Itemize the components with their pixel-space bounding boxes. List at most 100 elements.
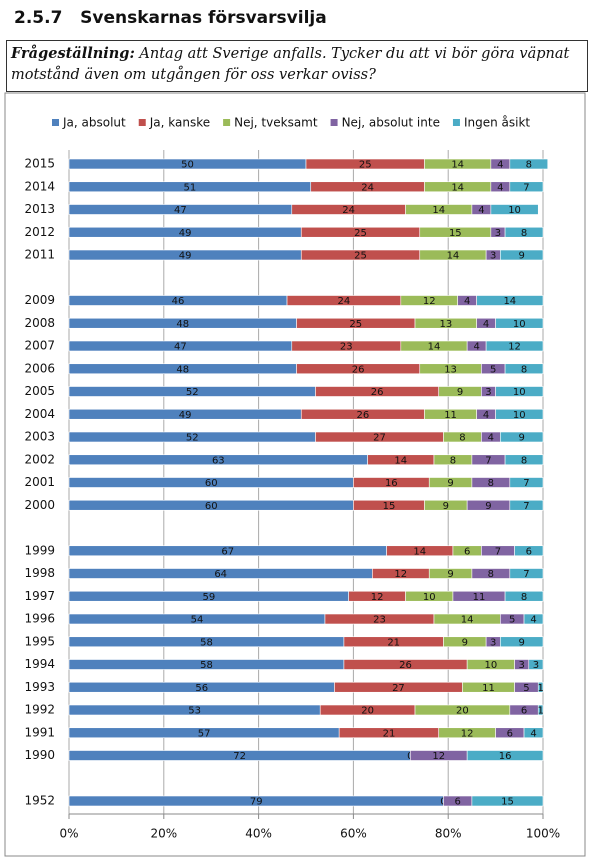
bar-segment	[523, 727, 544, 739]
bar-segment	[509, 499, 544, 511]
data-label: 10	[513, 387, 526, 398]
data-label: 10	[513, 410, 526, 421]
y-tick-label: 2000	[24, 498, 55, 512]
bar-segment	[466, 750, 544, 761]
legend-swatch	[452, 119, 460, 126]
y-tick-label: 1991	[24, 725, 55, 739]
data-label: 13	[439, 319, 452, 330]
y-tick-label: 2002	[24, 452, 55, 466]
data-label: 23	[373, 615, 386, 626]
y-tick-label: 1999	[24, 543, 55, 557]
data-label: 7	[523, 182, 529, 193]
data-label: 9	[447, 569, 453, 580]
data-label: 4	[473, 342, 479, 353]
data-label: 58	[200, 637, 213, 648]
bar-segment	[537, 681, 544, 693]
y-tick-label: 1993	[24, 680, 55, 694]
data-label: 10	[484, 660, 497, 671]
data-label: 24	[338, 296, 351, 307]
data-label: 13	[444, 364, 457, 375]
y-tick-label: 2007	[24, 339, 55, 353]
question-box: Frågeställning: Antag att Sverige anfall…	[6, 40, 588, 92]
y-tick-label: 1990	[24, 748, 55, 762]
bar-segment	[504, 454, 544, 466]
data-label: 4	[497, 182, 503, 193]
x-tick-label: 60%	[340, 827, 367, 841]
data-label: 14	[451, 160, 464, 171]
bar-segment	[504, 363, 544, 375]
data-label: 3	[495, 228, 501, 239]
data-label: 8	[459, 433, 465, 444]
data-label: 16	[499, 751, 512, 762]
data-label: 26	[352, 364, 365, 375]
data-label: 5	[523, 683, 529, 694]
y-tick-label: 1994	[24, 657, 55, 671]
legend-label: Ja, absolut	[62, 116, 126, 130]
data-label: 9	[457, 387, 463, 398]
data-label: 7	[523, 478, 529, 489]
question-label: Frågeställning:	[11, 45, 135, 62]
bar-segment	[495, 317, 544, 329]
data-label: 27	[373, 433, 386, 444]
x-tick-label: 100%	[526, 827, 560, 841]
y-tick-label: 1998	[24, 566, 55, 580]
data-label: 20	[456, 706, 469, 717]
data-label: 4	[530, 615, 536, 626]
data-label: 3	[490, 637, 496, 648]
data-label: 12	[461, 728, 474, 739]
data-label: 3	[490, 251, 496, 262]
data-label: 48	[176, 319, 189, 330]
data-label: 9	[518, 433, 524, 444]
data-label: 24	[342, 205, 355, 216]
data-label: 3	[485, 387, 491, 398]
section-title: Svenskarnas försvarsvilja	[80, 8, 327, 28]
data-label: 20	[361, 706, 374, 717]
bar-segment	[509, 181, 544, 193]
y-tick-label: 2009	[24, 293, 55, 307]
legend-label: Ja, kanske	[149, 116, 210, 130]
legend-swatch	[223, 119, 231, 126]
section-number: 2.5.7	[14, 8, 63, 28]
data-label: 14	[451, 182, 464, 193]
data-label: 25	[354, 228, 367, 239]
y-tick-label: 2004	[24, 407, 55, 421]
data-label: 8	[521, 228, 527, 239]
bar-segment	[471, 795, 544, 807]
x-tick-label: 0%	[59, 827, 78, 841]
data-label: 26	[399, 660, 412, 671]
data-label: 9	[447, 478, 453, 489]
data-label: 11	[473, 592, 486, 603]
data-label: 12	[423, 296, 436, 307]
question-text: Antag att Sverige anfalls. Tycker du att…	[11, 46, 570, 83]
y-tick-label: 2011	[24, 248, 55, 262]
bar-segment	[528, 659, 544, 670]
data-label: 10	[508, 205, 521, 216]
y-tick-label: 1997	[24, 589, 55, 603]
data-label: 72	[233, 751, 246, 762]
data-label: 27	[392, 683, 405, 694]
data-label: 5	[509, 615, 515, 626]
bar-segment	[500, 431, 544, 443]
data-label: 8	[488, 478, 494, 489]
data-label: 9	[485, 501, 491, 512]
data-label: 10	[423, 592, 436, 603]
data-label: 23	[340, 342, 353, 353]
data-label: 6	[454, 797, 460, 808]
data-label: 10	[513, 319, 526, 330]
y-tick-label: 2001	[24, 475, 55, 489]
x-tick-label: 20%	[150, 827, 177, 841]
data-label: 5	[490, 364, 496, 375]
data-label: 49	[179, 251, 192, 262]
data-label: 21	[387, 637, 400, 648]
data-label: 8	[521, 592, 527, 603]
data-label: 4	[488, 433, 494, 444]
data-label: 57	[198, 728, 211, 739]
data-label: 6	[507, 728, 513, 739]
data-label: 11	[444, 410, 457, 421]
data-label: 8	[521, 455, 527, 466]
data-label: 15	[383, 501, 396, 512]
data-label: 1	[537, 683, 543, 694]
data-label: 50	[181, 160, 194, 171]
data-label: 14	[394, 455, 407, 466]
